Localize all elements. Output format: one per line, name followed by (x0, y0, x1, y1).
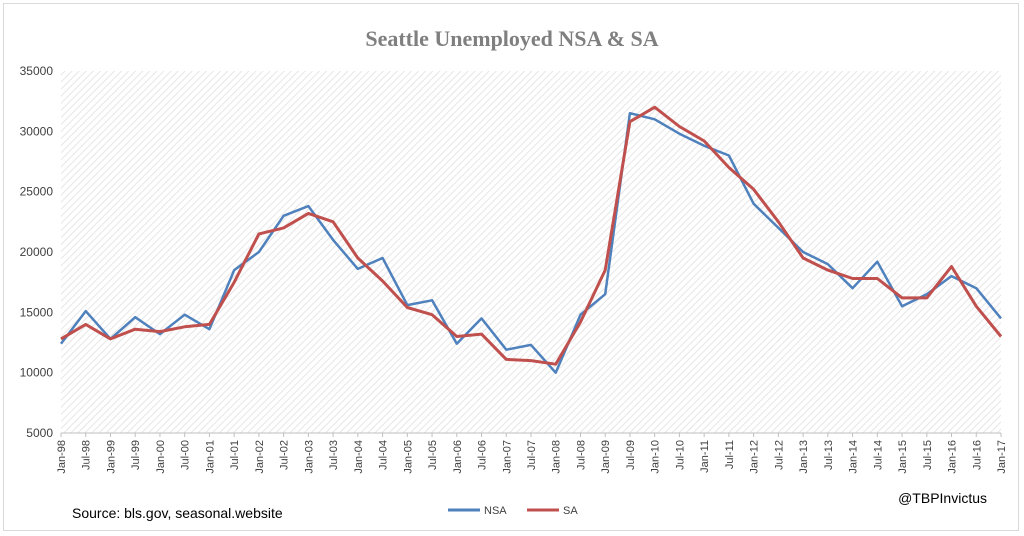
x-tick-label: Jul-04 (378, 440, 390, 470)
x-tick-label: Jul-00 (180, 440, 192, 470)
x-tick-label: Jul-02 (279, 440, 291, 470)
legend: NSA SA (448, 505, 578, 517)
x-tick-label: Jan-08 (551, 440, 563, 474)
x-tick-label: Jan-12 (749, 440, 761, 474)
x-axis: Jan-98 Jul-98 Jan-99 Jul-99 Jan-00 Jul-00 Jan-… (56, 432, 1008, 474)
x-tick-label: Jul-03 (328, 440, 340, 470)
series-lines (60, 105, 1003, 374)
x-tick-label: Jan-09 (600, 440, 612, 474)
x-tick-label: Jul-14 (872, 440, 884, 470)
y-tick-label: 10000 (20, 366, 54, 380)
series-line-sa (60, 105, 1003, 366)
x-tick-label: Jan-02 (254, 440, 266, 474)
chart-title: Seattle Unemployed NSA & SA (365, 26, 658, 51)
x-tick-label: Jan-17 (996, 440, 1008, 474)
x-tick-label: Jan-05 (402, 440, 414, 474)
x-tick-label: Jul-08 (575, 440, 587, 470)
x-tick-label: Jul-07 (526, 440, 538, 470)
x-tick-label: Jan-07 (501, 440, 513, 474)
x-tick-label: Jul-99 (130, 440, 142, 470)
plot-area (61, 71, 1001, 433)
x-tick-label: Jul-12 (773, 440, 785, 470)
x-tick-label: Jan-11 (699, 440, 711, 473)
x-tick-label: Jan-03 (303, 440, 315, 474)
y-tick-label: 30000 (20, 124, 54, 138)
x-tick-label: Jan-06 (452, 440, 464, 474)
x-tick-label: Jul-98 (81, 440, 93, 470)
x-tick-label: Jan-15 (897, 440, 909, 474)
x-tick-label: Jan-13 (798, 440, 810, 474)
x-tick-label: Jul-09 (625, 440, 637, 470)
x-tick-label: Jan-99 (105, 440, 117, 474)
x-tick-label: Jan-01 (204, 440, 216, 474)
x-tick-label: Jul-13 (823, 440, 835, 470)
y-tick-label: 20000 (20, 245, 54, 259)
x-tick-label: Jan-10 (650, 440, 662, 474)
x-tick-label: Jul-16 (971, 440, 983, 470)
y-tick-label: 25000 (20, 185, 54, 199)
y-axis: 5000 10000 15000 20000 25000 30000 35000 (20, 64, 54, 440)
x-tick-label: Jul-05 (427, 440, 439, 470)
chart-frame: Seattle Unemployed NSA & SA 5000 10000 150… (3, 3, 1019, 531)
legend-label-sa: SA (563, 505, 578, 517)
y-tick-label: 35000 (20, 64, 54, 78)
x-tick-label: Jul-01 (229, 440, 241, 470)
x-tick-label: Jan-14 (848, 440, 860, 474)
x-tick-label: Jan-00 (155, 440, 167, 474)
x-tick-label: Jul-11 (724, 440, 736, 469)
x-tick-label: Jan-16 (947, 440, 959, 474)
x-tick-label: Jul-10 (674, 440, 686, 470)
x-tick-label: Jan-04 (353, 440, 365, 474)
x-tick-label: Jan-98 (56, 440, 68, 474)
author-handle: @TBPInvictus (898, 490, 987, 506)
legend-label-nsa: NSA (484, 505, 507, 517)
y-tick-label: 15000 (20, 305, 54, 319)
chart-svg: Seattle Unemployed NSA & SA 5000 10000 150… (20, 26, 1008, 521)
x-tick-label: Jul-06 (477, 440, 489, 470)
y-tick-label: 5000 (26, 426, 53, 440)
source-note: Source: bls.gov, seasonal.website (72, 505, 283, 521)
x-tick-label: Jul-15 (922, 440, 934, 470)
